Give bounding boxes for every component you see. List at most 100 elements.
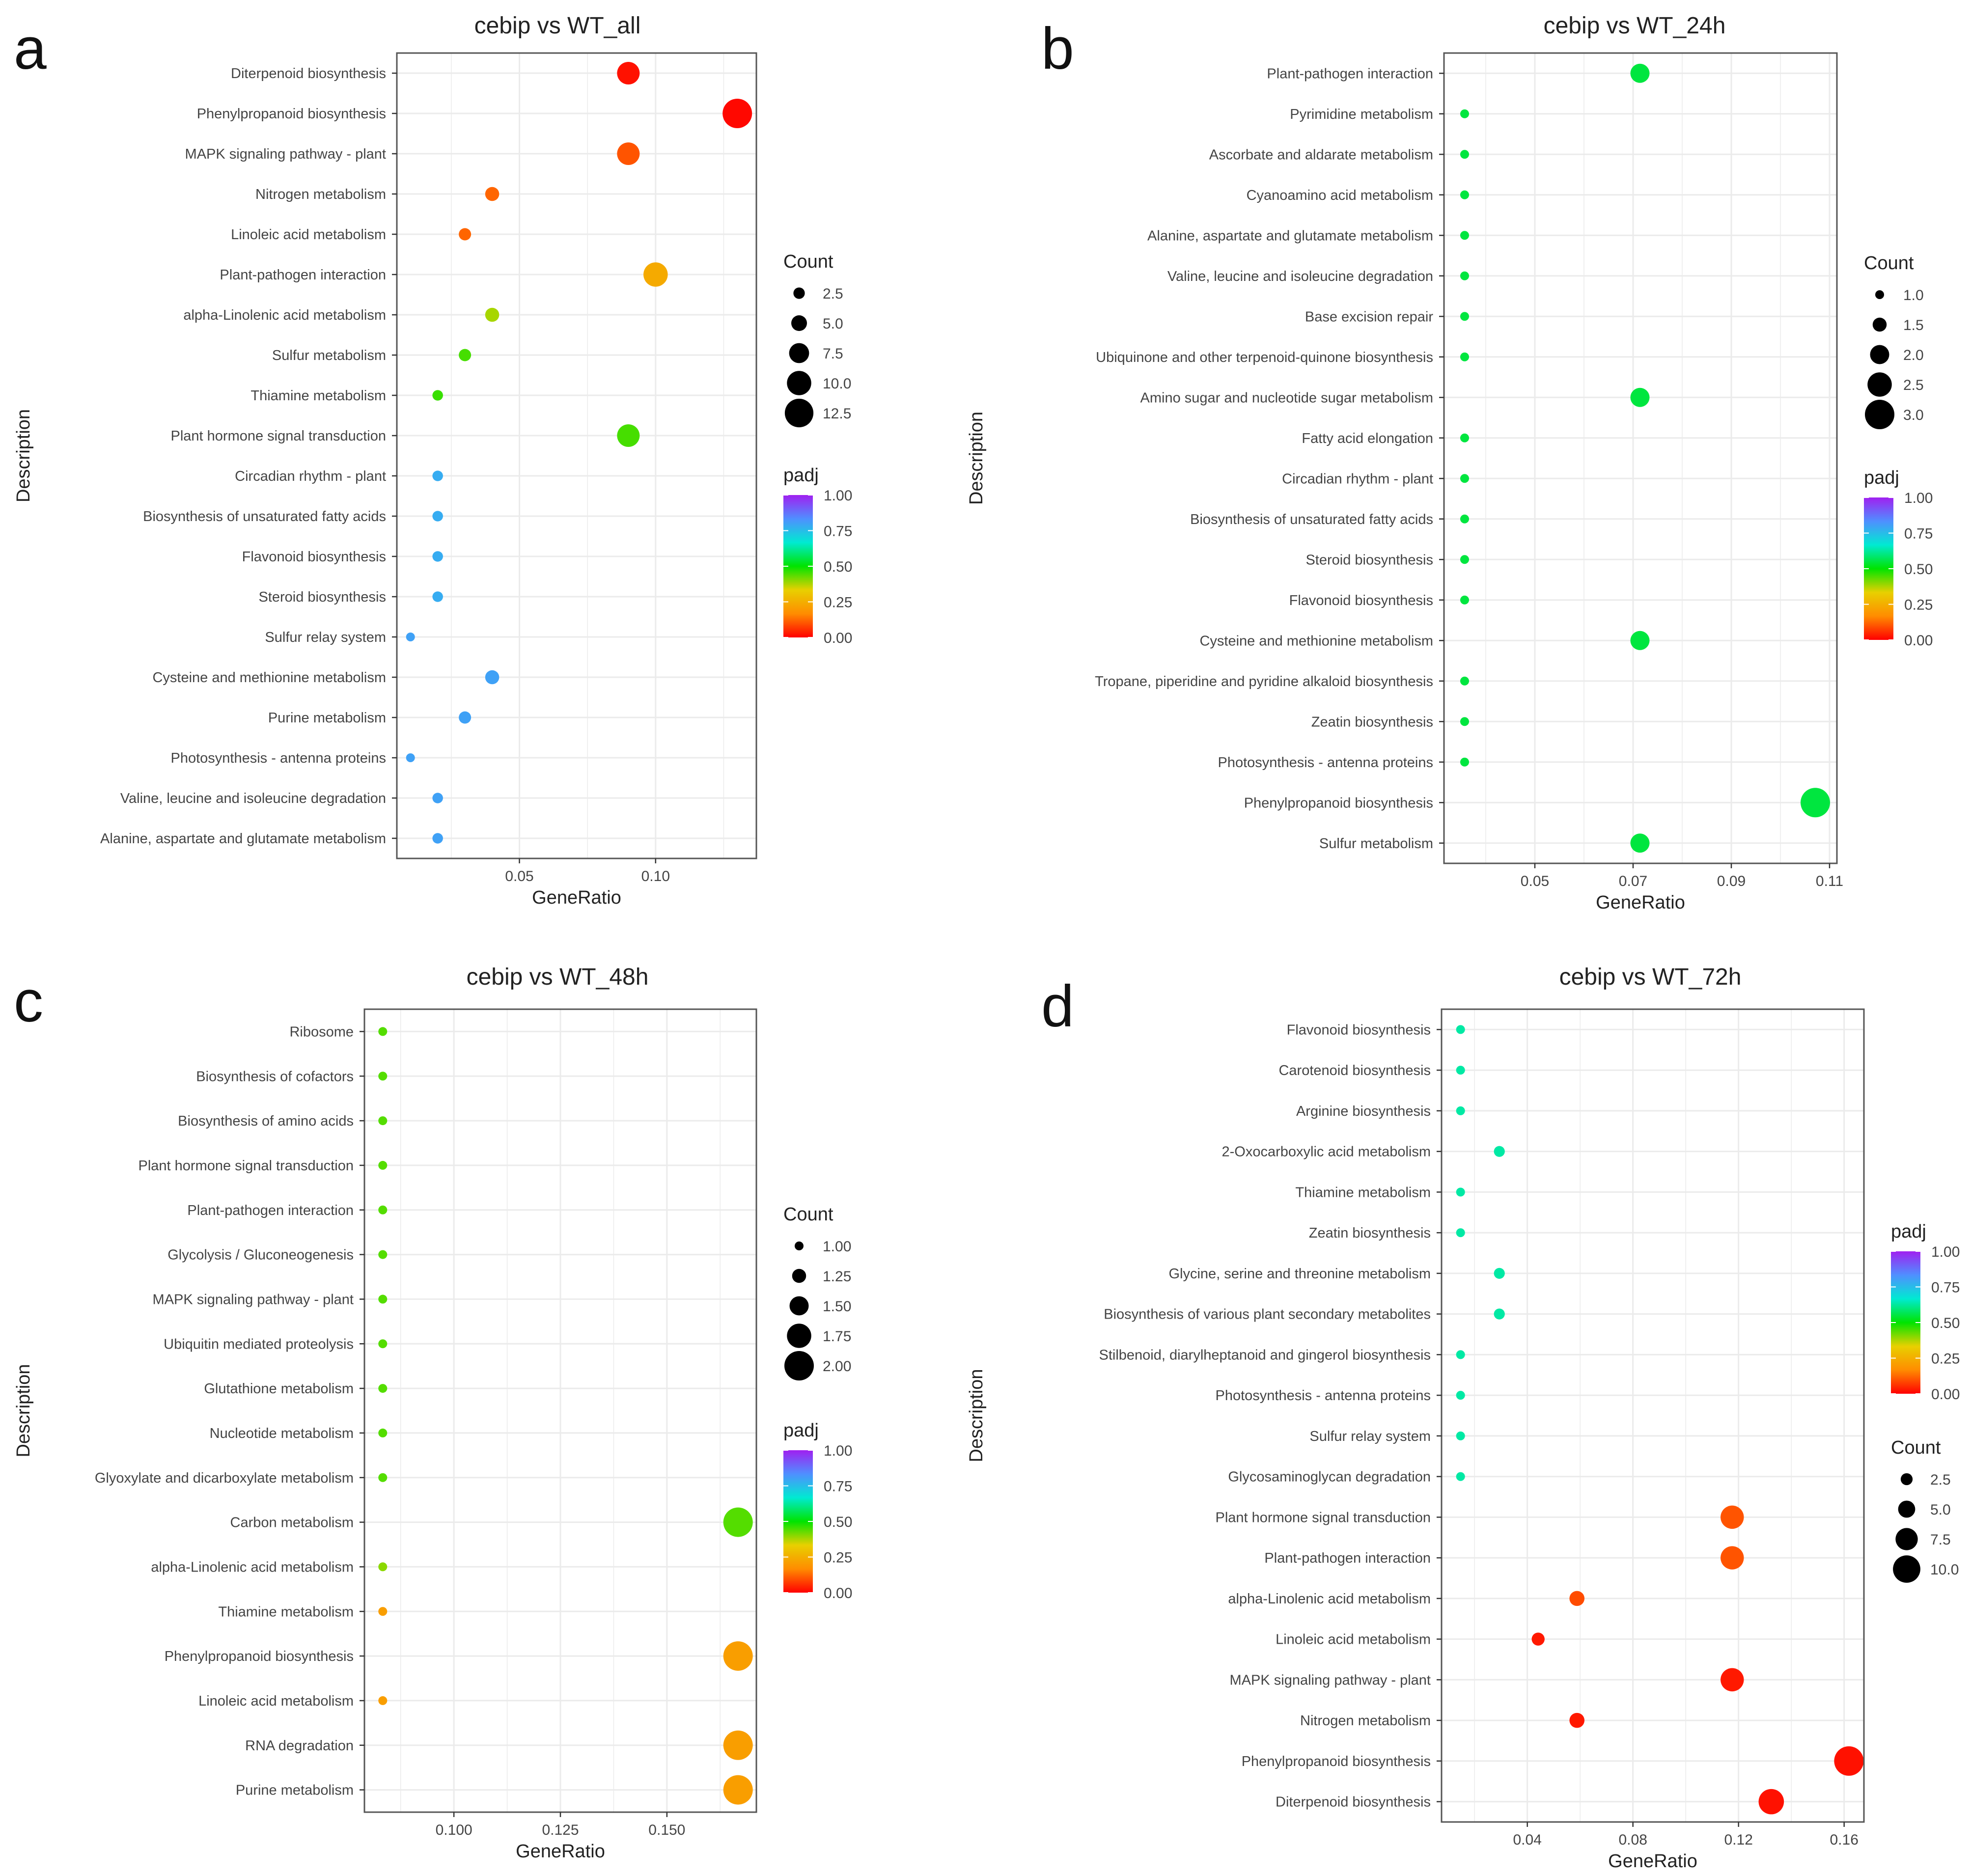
- y-tick-label: Biosynthesis of unsaturated fatty acids: [1190, 512, 1433, 527]
- y-tick-label: Biosynthesis of cofactors: [196, 1069, 354, 1084]
- padj-legend-label: 1.00: [824, 1443, 852, 1459]
- y-tick-label: Plant hormone signal transduction: [139, 1158, 354, 1174]
- y-tick-label: Zeatin biosynthesis: [1311, 714, 1433, 730]
- count-legend-key: [1867, 372, 1892, 397]
- data-point: [1460, 150, 1469, 159]
- padj-legend-label: 0.50: [824, 559, 852, 575]
- data-point: [1460, 109, 1469, 118]
- padj-legend-label: 0.25: [824, 595, 852, 611]
- y-tick-label: 2-Oxocarboxylic acid metabolism: [1222, 1144, 1431, 1160]
- y-tick-label: Valine, leucine and isoleucine degradati…: [1167, 269, 1433, 284]
- y-tick-label: Flavonoid biosynthesis: [242, 549, 386, 565]
- y-tick-label: Cysteine and methionine metabolism: [1199, 633, 1433, 649]
- x-axis-title: GeneRatio: [532, 887, 621, 908]
- data-point: [1721, 1546, 1744, 1570]
- padj-legend-label: 0.75: [824, 524, 852, 540]
- data-point: [1494, 1268, 1505, 1279]
- data-point: [432, 511, 443, 522]
- x-axis: 0.05 0.10: [505, 858, 670, 884]
- x-tick-label: 0.150: [648, 1822, 685, 1838]
- count-legend-key: [1870, 345, 1889, 364]
- count-legend: Count 1.0 1.5 2.0 2.5 3.0: [1864, 253, 1924, 429]
- data-point: [378, 1027, 388, 1036]
- y-tick-label: Zeatin biosynthesis: [1309, 1225, 1431, 1241]
- y-tick-label: Biosynthesis of amino acids: [178, 1113, 354, 1129]
- y-tick-label: Photosynthesis - antenna proteins: [1216, 1388, 1431, 1404]
- data-point: [1531, 1632, 1545, 1646]
- data-point: [485, 670, 500, 685]
- chart-panel-d: d cebip vs WT_72h Flavonoid biosynthesis Ca…: [966, 964, 1960, 1872]
- data-point: [723, 1730, 753, 1760]
- panel-letter: a: [14, 16, 47, 82]
- data-point: [432, 591, 443, 602]
- y-tick-label: Linoleic acid metabolism: [231, 227, 386, 243]
- y-axis: Ribosome Biosynthesis of cofactors Biosynt…: [95, 1024, 364, 1798]
- count-legend-title: Count: [1864, 253, 1914, 274]
- data-points: [378, 1027, 753, 1805]
- y-tick-label: Biosynthesis of various plant secondary …: [1104, 1307, 1431, 1323]
- data-point: [1630, 63, 1650, 83]
- data-point: [723, 1507, 753, 1537]
- count-legend-label: 10.0: [1930, 1562, 1959, 1578]
- data-point: [1494, 1308, 1505, 1320]
- x-axis-title: GeneRatio: [1608, 1851, 1697, 1872]
- padj-legend-label: 1.00: [1931, 1244, 1960, 1260]
- y-tick-label: Sulfur relay system: [265, 630, 386, 645]
- padj-legend-label: 1.00: [824, 488, 852, 504]
- y-axis-title: Description: [966, 412, 987, 505]
- y-tick-label: MAPK signaling pathway - plant: [1230, 1672, 1431, 1688]
- data-points: [1460, 63, 1830, 853]
- data-point: [1758, 1789, 1784, 1815]
- padj-legend-label: 0.00: [1904, 633, 1933, 649]
- data-point: [378, 1696, 388, 1705]
- panel-border: [1443, 52, 1838, 864]
- y-tick-label: Plant-pathogen interaction: [1264, 1550, 1431, 1566]
- data-point: [617, 62, 640, 84]
- padj-legend-label: 0.75: [824, 1479, 852, 1495]
- y-tick-label: Ubiquitin mediated proteolysis: [164, 1336, 354, 1352]
- data-point: [378, 1160, 388, 1170]
- data-point: [432, 551, 443, 562]
- y-tick-label: Cyanoamino acid metabolism: [1247, 188, 1433, 203]
- x-tick-label: 0.10: [641, 868, 670, 884]
- x-axis: 0.100 0.125 0.150: [436, 1812, 685, 1838]
- y-tick-label: Nucleotide metabolism: [210, 1426, 354, 1441]
- data-point: [1460, 676, 1469, 686]
- count-legend-key: [784, 398, 814, 428]
- y-tick-label: Thiamine metabolism: [218, 1604, 354, 1620]
- data-point: [617, 142, 640, 165]
- data-point: [378, 1295, 388, 1304]
- data-point: [378, 1250, 388, 1259]
- data-point: [617, 424, 640, 447]
- data-point: [1460, 271, 1469, 280]
- y-tick-label: Glycolysis / Gluconeogenesis: [167, 1247, 354, 1263]
- y-tick-label: Steroid biosynthesis: [258, 589, 386, 605]
- count-legend: Count 1.00 1.25 1.50 1.75 2.00: [783, 1204, 851, 1380]
- y-tick-label: Alanine, aspartate and glutamate metabol…: [1147, 228, 1433, 244]
- data-point: [432, 470, 443, 481]
- y-tick-label: Nitrogen metabolism: [255, 187, 386, 202]
- data-point: [643, 262, 668, 287]
- count-legend-label: 2.00: [823, 1358, 851, 1375]
- count-legend-key: [789, 1296, 809, 1316]
- y-tick-label: Ascorbate and aldarate metabolism: [1209, 147, 1433, 163]
- y-tick-label: Glycosaminoglycan degradation: [1228, 1469, 1431, 1485]
- y-tick-label: Carotenoid biosynthesis: [1278, 1063, 1431, 1078]
- data-point: [723, 1775, 753, 1805]
- data-point: [1456, 1025, 1465, 1034]
- data-point: [1460, 474, 1469, 483]
- data-points: [1456, 1025, 1864, 1815]
- y-tick-label: Linoleic acid metabolism: [198, 1693, 354, 1709]
- y-tick-label: Alanine, aspartate and glutamate metabol…: [100, 831, 386, 847]
- data-point: [378, 1384, 388, 1393]
- y-tick-label: Phenylpropanoid biosynthesis: [1242, 1754, 1431, 1769]
- y-tick-label: Diterpenoid biosynthesis: [1276, 1794, 1431, 1810]
- padj-legend-label: 0.75: [1904, 526, 1933, 542]
- panel-letter: c: [14, 968, 43, 1034]
- data-point: [432, 793, 443, 803]
- plot-area: [1444, 53, 1837, 863]
- y-tick-label: Tropane, piperidine and pyridine alkaloi…: [1095, 674, 1433, 690]
- y-tick-label: alpha-Linolenic acid metabolism: [183, 307, 386, 323]
